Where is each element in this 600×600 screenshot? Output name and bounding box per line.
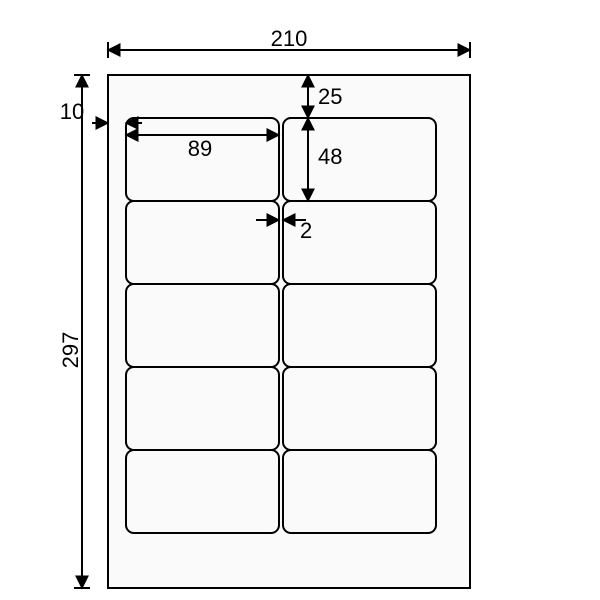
label-cell-6 <box>126 367 279 450</box>
label-cell-7 <box>283 367 436 450</box>
dim-value: 297 <box>58 332 83 369</box>
dim-page-width: 210 <box>108 26 470 58</box>
label-cell-1 <box>283 118 436 201</box>
label-cell-9 <box>283 450 436 533</box>
dim-value: 210 <box>271 26 308 51</box>
dim-value: 25 <box>318 84 342 109</box>
dim-value: 10 <box>60 99 84 124</box>
label-cell-8 <box>126 450 279 533</box>
label-cell-4 <box>126 284 279 367</box>
label-cell-5 <box>283 284 436 367</box>
dim-value: 89 <box>188 136 212 161</box>
dim-value: 48 <box>318 144 342 169</box>
dim-page-height: 297 <box>58 75 90 588</box>
dim-value: 2 <box>300 218 312 243</box>
label-sheet-diagram: 210297254889210 <box>0 0 600 600</box>
label-cell-2 <box>126 201 279 284</box>
